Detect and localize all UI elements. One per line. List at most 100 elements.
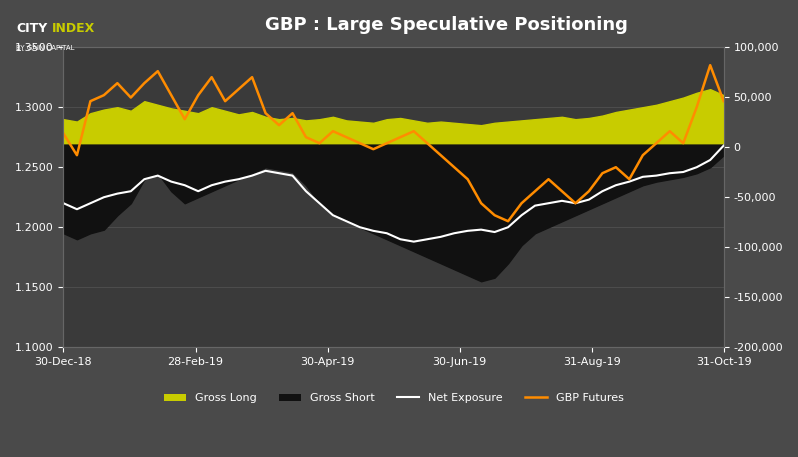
GBP Futures [99,92,109,98]
GBP Futures [651,140,661,146]
GBP Futures [638,153,648,158]
Net Exposure [557,198,567,203]
GBP Futures [59,131,69,136]
Net Exposure [449,230,459,236]
Net Exposure [261,168,271,174]
Net Exposure [665,170,674,176]
Net Exposure [584,197,594,202]
GBP Futures [328,128,338,134]
GBP Futures [625,176,634,182]
Net Exposure [207,182,216,188]
Legend: Gross Long, Gross Short, Net Exposure, GBP Futures: Gross Long, Gross Short, Net Exposure, G… [159,389,628,408]
GBP Futures [449,165,459,170]
GBP Futures [571,201,580,206]
Net Exposure [342,218,351,224]
GBP Futures [517,201,527,206]
Net Exposure [598,188,607,194]
Net Exposure [504,224,513,230]
GBP Futures [463,176,472,182]
Net Exposure [328,213,338,218]
GBP Futures [314,140,324,146]
GBP Futures [275,122,284,128]
Net Exposure [409,239,419,244]
Net Exposure [543,201,553,206]
GBP Futures [436,153,445,158]
Net Exposure [382,230,392,236]
GBP Futures [692,105,701,110]
Net Exposure [193,188,203,194]
Net Exposure [247,173,257,178]
Net Exposure [396,236,405,242]
Net Exposure [355,224,365,230]
Net Exposure [517,213,527,218]
Net Exposure [99,195,109,200]
Net Exposure [126,188,136,194]
Net Exposure [476,227,486,232]
GBP Futures [113,80,122,86]
GBP Futures [409,128,419,134]
Text: CITY: CITY [16,22,47,35]
GBP Futures [598,170,607,176]
Net Exposure [113,191,122,197]
Net Exposure [153,173,163,178]
GBP Futures [705,63,715,68]
GBP Futures [611,165,621,170]
GBP Futures [207,74,216,80]
Net Exposure [314,201,324,206]
Text: INDEX: INDEX [52,22,95,35]
GBP Futures [247,74,257,80]
GBP Futures [382,140,392,146]
GBP Futures [261,111,271,116]
GBP Futures [530,188,539,194]
Net Exposure [530,203,539,208]
GBP Futures [193,92,203,98]
GBP Futures [396,134,405,140]
GBP Futures [234,86,243,92]
Net Exposure [571,201,580,206]
Net Exposure [220,179,230,184]
Net Exposure [275,170,284,176]
GBP Futures [543,176,553,182]
GBP Futures [557,188,567,194]
GBP Futures [153,69,163,74]
Line: Net Exposure: Net Exposure [64,146,724,242]
Net Exposure [422,236,432,242]
GBP Futures [504,218,513,224]
GBP Futures [490,213,500,218]
Net Exposure [288,173,298,178]
Line: GBP Futures: GBP Futures [64,65,724,221]
Net Exposure [85,201,95,206]
Net Exposure [692,165,701,170]
Net Exposure [59,201,69,206]
GBP Futures [220,98,230,104]
GBP Futures [422,140,432,146]
Text: BY GAIN CAPITAL: BY GAIN CAPITAL [16,45,74,51]
Net Exposure [140,176,149,182]
GBP Futures [584,188,594,194]
Net Exposure [369,228,378,234]
Net Exposure [72,207,81,212]
Net Exposure [611,182,621,188]
Net Exposure [719,143,729,149]
GBP Futures [288,111,298,116]
GBP Futures [301,134,310,140]
GBP Futures [355,140,365,146]
Net Exposure [705,157,715,163]
Net Exposure [651,173,661,178]
Net Exposure [638,174,648,180]
GBP Futures [476,201,486,206]
Net Exposure [180,182,189,188]
Net Exposure [234,176,243,182]
GBP Futures [167,92,176,98]
GBP Futures [126,95,136,101]
GBP Futures [140,80,149,86]
GBP Futures [678,140,688,146]
GBP Futures [665,128,674,134]
GBP Futures [342,134,351,140]
GBP Futures [72,153,81,158]
GBP Futures [369,146,378,152]
Net Exposure [167,179,176,184]
Net Exposure [625,179,634,184]
Net Exposure [463,228,472,234]
GBP Futures [85,98,95,104]
